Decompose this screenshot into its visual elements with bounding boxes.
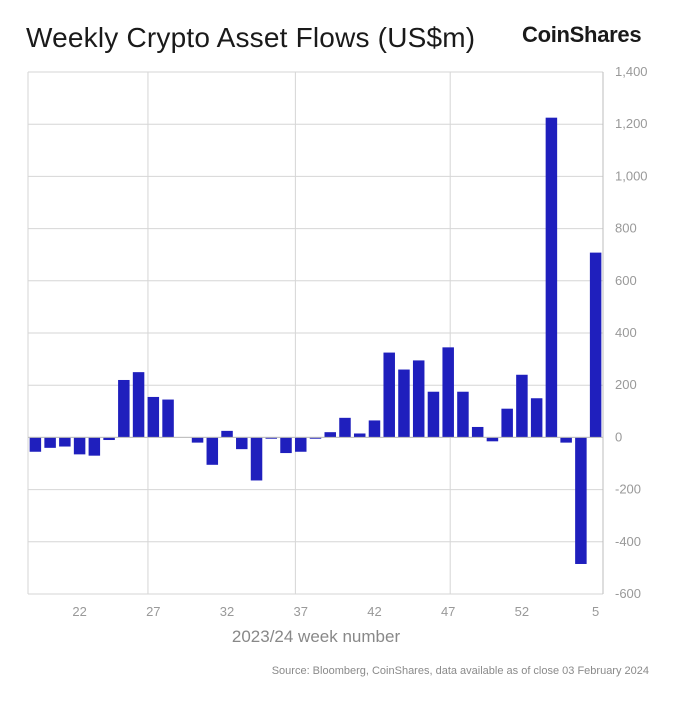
y-tick-label: 800 xyxy=(615,221,637,236)
x-tick-label: 5 xyxy=(592,604,599,619)
x-tick-label: 52 xyxy=(515,604,529,619)
bar-week-4 xyxy=(575,437,587,564)
bar-week-25 xyxy=(118,379,130,438)
x-tick-label: 42 xyxy=(367,604,381,619)
bar-week-35 xyxy=(265,437,278,439)
y-tick-label: -600 xyxy=(615,586,641,601)
bar-series xyxy=(28,117,603,564)
bar-week-41 xyxy=(353,433,366,438)
bar-week-23 xyxy=(88,437,101,456)
y-tick-label: -400 xyxy=(615,534,641,549)
x-axis-label: 2023/24 week number xyxy=(232,627,401,646)
x-tick-label: 37 xyxy=(294,604,308,619)
bar-week-21 xyxy=(59,437,71,447)
bar-week-32 xyxy=(221,430,233,438)
y-tick-label: 200 xyxy=(615,377,637,392)
y-tick-label: 400 xyxy=(615,325,637,340)
bar-week-2 xyxy=(545,117,558,438)
bar-week-49 xyxy=(471,426,484,438)
y-tick-label: 1,400 xyxy=(615,64,648,79)
y-axis-ticks: 1,400 1,200 1,000 800 600 400 200 0 -200 -400 -600 xyxy=(615,64,648,601)
bar-week-52 xyxy=(516,374,528,438)
bar-week-46 xyxy=(427,391,440,438)
x-tick-label: 27 xyxy=(146,604,160,619)
bar-week-47 xyxy=(442,347,454,438)
y-tick-label: -200 xyxy=(615,482,641,497)
bar-week-38 xyxy=(309,437,322,439)
bar-week-36 xyxy=(280,437,292,454)
x-tick-label: 22 xyxy=(72,604,86,619)
bar-week-5 xyxy=(589,252,602,438)
bar-week-26 xyxy=(132,372,145,438)
grid-lines xyxy=(27,71,604,595)
bar-week-40 xyxy=(339,417,351,438)
bar-week-19 xyxy=(29,437,42,452)
bar-week-22 xyxy=(73,437,86,455)
bar-week-27 xyxy=(147,396,160,438)
brand-logo: CoinShares xyxy=(522,22,642,47)
chart-title: Weekly Crypto Asset Flows (US$m) xyxy=(26,22,476,53)
bar-week-45 xyxy=(412,360,425,438)
bar-week-42 xyxy=(368,420,381,438)
bar-week-50 xyxy=(486,437,499,442)
bar-week-3 xyxy=(560,437,572,443)
x-tick-label: 32 xyxy=(220,604,234,619)
bar-week-20 xyxy=(44,437,56,448)
bar-week-51 xyxy=(501,408,513,438)
y-tick-label: 0 xyxy=(615,429,622,444)
bar-week-28 xyxy=(162,399,174,438)
bar-week-37 xyxy=(295,437,307,452)
bar-week-34 xyxy=(250,437,263,481)
x-axis-ticks: 22 27 32 37 42 47 52 5 xyxy=(72,604,599,619)
bar-week-33 xyxy=(236,437,248,450)
y-tick-label: 1,000 xyxy=(615,168,648,183)
y-tick-label: 600 xyxy=(615,273,637,288)
bar-week-43 xyxy=(383,352,395,438)
bar-week-44 xyxy=(398,369,410,438)
bar-week-30 xyxy=(191,437,204,443)
bar-week-48 xyxy=(457,391,469,438)
x-tick-label: 47 xyxy=(441,604,455,619)
y-tick-label: 1,200 xyxy=(615,116,648,131)
bar-week-39 xyxy=(324,432,336,438)
source-note: Source: Bloomberg, CoinShares, data avai… xyxy=(271,665,649,677)
bar-week-31 xyxy=(206,437,219,465)
bar-week-1 xyxy=(530,398,543,438)
bar-week-24 xyxy=(103,437,115,441)
